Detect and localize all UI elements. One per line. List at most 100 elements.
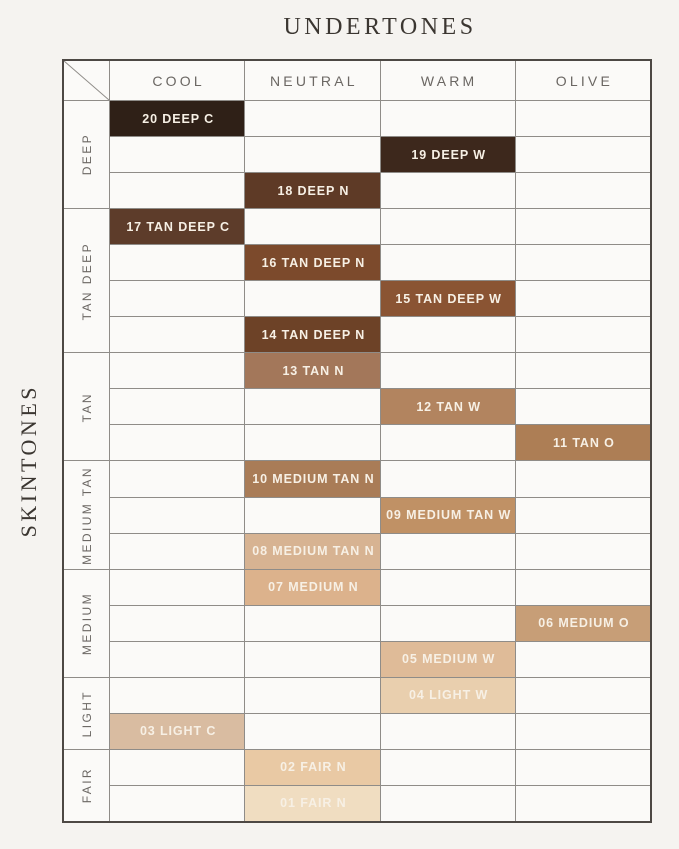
empty-cell	[380, 785, 515, 821]
empty-cell	[110, 353, 245, 389]
group-label-light: LIGHT	[64, 677, 109, 749]
group-label-text: LIGHT	[79, 689, 94, 738]
empty-cell	[110, 137, 245, 173]
shade-label: 08 MEDIUM TAN N	[252, 544, 375, 559]
empty-cell	[110, 749, 245, 785]
empty-cell	[110, 785, 245, 821]
shade-swatch-17-tan-deep-c: 17 TAN DEEP C	[110, 209, 245, 245]
empty-cell	[515, 101, 650, 137]
group-label-text: FAIR	[79, 767, 94, 804]
empty-cell	[245, 137, 380, 173]
shade-label: 06 MEDIUM O	[538, 616, 630, 631]
shade-label: 05 MEDIUM W	[402, 652, 496, 667]
empty-cell	[245, 677, 380, 713]
shade-label: 10 MEDIUM TAN N	[252, 472, 375, 487]
shade-swatch-10-medium-tan-n: 10 MEDIUM TAN N	[245, 461, 380, 497]
skintones-axis-title: SKINTONES	[16, 384, 41, 538]
group-label-text: DEEP	[79, 133, 94, 176]
empty-cell	[515, 353, 650, 389]
empty-cell	[380, 569, 515, 605]
shade-swatch-01-fair-n: 01 FAIR N	[245, 785, 380, 821]
shade-swatch-08-medium-tan-n: 08 MEDIUM TAN N	[245, 533, 380, 569]
shade-swatch-09-medium-tan-w: 09 MEDIUM TAN W	[380, 497, 515, 533]
empty-cell	[245, 425, 380, 461]
group-label-text: TAN	[79, 391, 94, 423]
header-label: NEUTRAL	[270, 72, 358, 89]
empty-cell	[515, 137, 650, 173]
header-cell-cool: COOL	[110, 61, 245, 100]
empty-cell	[110, 641, 245, 677]
empty-cell	[245, 101, 380, 137]
empty-cell	[515, 245, 650, 281]
header-label: COOL	[152, 72, 205, 89]
diagonal-line	[64, 61, 109, 100]
empty-cell	[515, 533, 650, 569]
shade-swatch-04-light-w: 04 LIGHT W	[380, 677, 515, 713]
shade-label: 16 TAN DEEP N	[261, 255, 366, 270]
empty-cell	[380, 425, 515, 461]
group-label-tan-deep: TAN DEEP	[64, 209, 109, 353]
empty-cell	[110, 569, 245, 605]
shade-label: 18 DEEP N	[277, 183, 350, 198]
empty-cell	[515, 785, 650, 821]
empty-cell	[515, 173, 650, 209]
empty-cell	[515, 209, 650, 245]
group-label-deep: DEEP	[64, 101, 109, 209]
empty-cell	[110, 605, 245, 641]
header-cell-olive: OLIVE	[515, 61, 650, 100]
empty-cell	[110, 389, 245, 425]
empty-cell	[380, 533, 515, 569]
empty-cell	[380, 209, 515, 245]
shade-label: 03 LIGHT C	[139, 724, 217, 739]
shade-label: 04 LIGHT W	[409, 688, 489, 703]
shade-swatch-02-fair-n: 02 FAIR N	[245, 749, 380, 785]
empty-cell	[515, 569, 650, 605]
empty-cell	[515, 281, 650, 317]
empty-cell	[380, 605, 515, 641]
empty-cell	[515, 641, 650, 677]
empty-cell	[245, 713, 380, 749]
empty-cell	[110, 497, 245, 533]
shade-label: 20 DEEP C	[142, 111, 215, 126]
shade-label: 17 TAN DEEP C	[126, 219, 230, 234]
empty-cell	[245, 209, 380, 245]
group-label-text: MEDIUM TAN	[79, 465, 94, 565]
empty-cell	[380, 353, 515, 389]
shade-swatch-12-tan-w: 12 TAN W	[380, 389, 515, 425]
group-label-text: TAN DEEP	[79, 241, 94, 320]
empty-cell	[110, 245, 245, 281]
shade-swatch-05-medium-w: 05 MEDIUM W	[380, 641, 515, 677]
empty-cell	[380, 461, 515, 497]
group-label-tan: TAN	[64, 353, 109, 461]
shade-label: 13 TAN N	[282, 363, 345, 378]
empty-cell	[245, 281, 380, 317]
shade-table: COOL NEUTRAL WARM OLIVE DEEP TAN DEEP TAN MEDIU…	[62, 59, 652, 823]
empty-cell	[515, 317, 650, 353]
undertones-axis-title: UNDERTONES	[283, 14, 477, 40]
shade-swatch-20-deep-c: 20 DEEP C	[110, 101, 245, 137]
empty-cell	[110, 533, 245, 569]
shade-swatch-03-light-c: 03 LIGHT C	[110, 713, 245, 749]
header-label: OLIVE	[555, 72, 613, 89]
group-label-text: MEDIUM	[79, 591, 94, 655]
empty-cell	[515, 461, 650, 497]
shade-swatch-19-deep-w: 19 DEEP W	[380, 137, 515, 173]
skintones-axis-title-wrap: SKINTONES	[0, 99, 58, 823]
shade-swatch-15-tan-deep-w: 15 TAN DEEP W	[380, 281, 515, 317]
empty-cell	[515, 713, 650, 749]
shade-label: 12 TAN W	[416, 399, 481, 414]
group-label-medium: MEDIUM	[64, 569, 109, 677]
empty-cell	[110, 461, 245, 497]
empty-cell	[245, 497, 380, 533]
header-cell-warm: WARM	[380, 61, 515, 100]
shade-swatch-11-tan-o: 11 TAN O	[515, 425, 650, 461]
empty-cell	[245, 389, 380, 425]
shade-label: 01 FAIR N	[280, 796, 347, 811]
empty-cell	[380, 749, 515, 785]
empty-cell	[110, 677, 245, 713]
corner-diagonal-cell	[64, 61, 109, 100]
empty-cell	[110, 173, 245, 209]
shade-swatch-14-tan-deep-n: 14 TAN DEEP N	[245, 317, 380, 353]
shade-swatch-07-medium-n: 07 MEDIUM N	[245, 569, 380, 605]
